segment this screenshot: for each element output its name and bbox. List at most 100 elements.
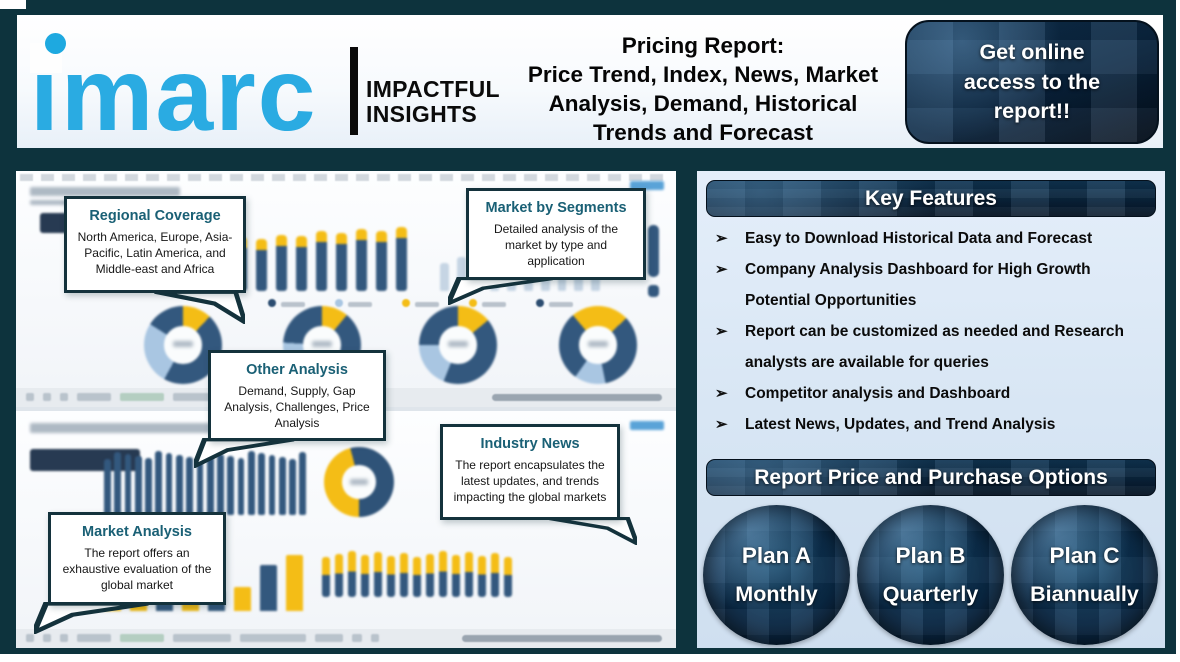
bar — [145, 458, 152, 515]
feature-text: Competitor analysis and Dashboard — [745, 385, 1011, 402]
feature-text: Easy to Download Historical Data and For… — [745, 230, 1093, 247]
bar — [456, 257, 466, 291]
corner-notch — [0, 0, 26, 9]
legend-label — [348, 302, 372, 307]
bar — [260, 565, 277, 611]
callout-regional-coverage: Regional Coverage North America, Europe,… — [64, 196, 246, 293]
tab-pill — [315, 634, 343, 642]
bar — [413, 557, 421, 597]
info-panel: Key Features ➢ Easy to Download Historica… — [697, 171, 1165, 648]
legend-item — [402, 294, 439, 312]
bar — [387, 556, 395, 597]
tall-bar — [648, 225, 659, 277]
tab-pill — [240, 634, 306, 642]
tab-pill — [352, 634, 362, 642]
key-features-list: ➢ Easy to Download Historical Data and Fo… — [705, 223, 1157, 440]
title-line-2: Price Trend, Index, News, Market — [527, 62, 879, 87]
bullet-arrow-icon: ➢ — [715, 416, 728, 433]
legend-dot-icon — [536, 299, 544, 307]
get-online-access-button[interactable]: Get online access to the report!! — [905, 20, 1159, 144]
bar — [156, 602, 173, 611]
bar — [217, 454, 224, 515]
callout-body: The report offers an exhaustive evaluati… — [62, 546, 212, 592]
blurred-title — [30, 187, 180, 196]
bullet-arrow-icon: ➢ — [715, 323, 728, 340]
bar — [396, 227, 407, 291]
purchase-options-heading: Report Price and Purchase Options — [706, 459, 1156, 496]
bar — [278, 457, 286, 515]
bar — [286, 555, 303, 611]
legend-dot-icon — [469, 299, 477, 307]
tab-pill — [60, 393, 68, 401]
bar — [234, 587, 251, 611]
callout-tail — [194, 438, 295, 468]
bar — [465, 552, 473, 597]
bar — [124, 454, 132, 515]
bar — [336, 233, 347, 291]
callout-tail — [34, 602, 149, 634]
tab-pill — [173, 393, 231, 401]
scrollbar — [492, 394, 662, 401]
report-title: Pricing Report: Price Trend, Index, News… — [487, 31, 919, 147]
bar — [361, 555, 369, 597]
tab-pills — [26, 634, 379, 642]
plan-name: Plan A — [741, 543, 812, 568]
callout-body: Detailed analysis of the market by type … — [493, 222, 619, 268]
tab-pill — [26, 634, 34, 642]
legend-item — [536, 294, 573, 312]
callout-body: The report encapsulates the latest updat… — [453, 458, 607, 504]
legend-item — [268, 294, 305, 312]
plan-b-button[interactable]: Plan B Quarterly — [857, 505, 1004, 645]
bar — [155, 451, 163, 515]
bar — [182, 601, 199, 611]
bar-chart-stacked — [322, 539, 522, 597]
plan-buttons-row: Plan A Monthly Plan B Quarterly Plan C B… — [703, 505, 1159, 645]
bar — [335, 554, 343, 597]
bar — [440, 263, 449, 291]
callout-title: Regional Coverage — [89, 208, 221, 224]
bar — [247, 451, 255, 515]
imarc-wordmark: imarc — [30, 37, 318, 153]
logo-divider — [350, 47, 358, 135]
bar — [452, 555, 460, 597]
tab-pill — [371, 634, 379, 642]
bar — [356, 229, 367, 291]
bar — [104, 459, 111, 515]
tab-pill — [120, 393, 164, 401]
bar — [256, 239, 267, 291]
callout-tail — [448, 277, 554, 305]
blurred-button — [30, 449, 140, 471]
donut-chart-1 — [144, 306, 222, 384]
bullet-arrow-icon: ➢ — [715, 230, 728, 247]
logo-dot-icon — [45, 33, 66, 54]
bar — [491, 553, 499, 597]
bar — [186, 457, 194, 515]
callout-market-analysis: Market Analysis The report offers an exh… — [48, 512, 226, 605]
bar — [276, 235, 287, 291]
plan-name: Plan B — [895, 543, 966, 568]
bar-chart-large — [104, 451, 307, 515]
tab-pill — [77, 393, 111, 401]
legend-label — [482, 302, 506, 307]
bar — [227, 456, 235, 515]
bar — [439, 551, 447, 597]
plan-period: Biannually — [1030, 582, 1139, 606]
title-line-1: Pricing Report: — [621, 33, 785, 58]
callout-body: Demand, Supply, Gap Analysis, Challenges… — [224, 384, 370, 430]
legend-item — [469, 294, 506, 312]
feature-text: Report can be customized as needed and R… — [745, 323, 1125, 371]
title-line-3: Analysis, Demand, Historical — [548, 91, 858, 116]
plan-c-button[interactable]: Plan C Biannually — [1011, 505, 1158, 645]
callout-tail — [549, 517, 637, 545]
bar — [130, 604, 147, 611]
tab-pill — [77, 634, 111, 642]
bar — [374, 552, 382, 597]
plan-a-button[interactable]: Plan A Monthly — [703, 505, 850, 645]
title-line-4: Trends and Forecast — [592, 120, 814, 145]
tab-pill — [173, 634, 231, 642]
bar — [400, 553, 408, 597]
tagline-line-1: IMPACTFUL — [366, 76, 500, 102]
donut-chart-4 — [559, 306, 637, 384]
scrollbar — [462, 635, 662, 642]
bar — [268, 455, 276, 515]
